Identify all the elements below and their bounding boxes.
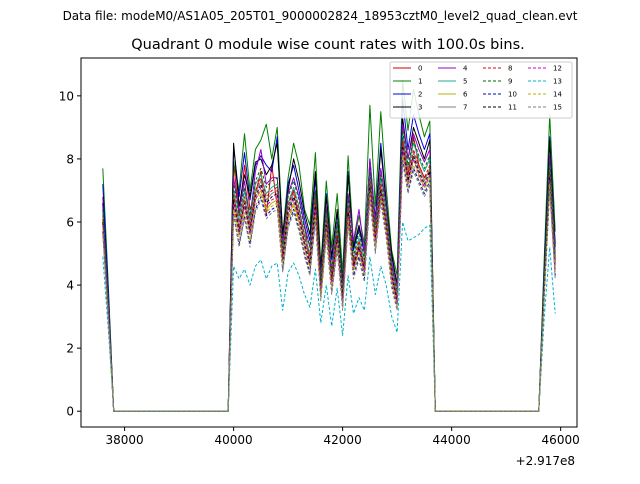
y-tick-label: 10 — [59, 89, 74, 103]
x-tick-label: 40000 — [215, 433, 253, 447]
legend-label: 15 — [553, 104, 562, 112]
series-line-3 — [102, 117, 556, 412]
y-tick-label: 4 — [66, 279, 74, 293]
y-tick-label: 6 — [66, 216, 74, 230]
legend-label: 1 — [418, 78, 422, 86]
x-tick-label: 38000 — [106, 433, 144, 447]
plot-frame — [80, 57, 578, 428]
legend-label: 4 — [463, 65, 468, 73]
legend-label: 10 — [508, 91, 517, 99]
legend-label: 3 — [418, 104, 422, 112]
suptitle: Data file: modeM0/AS1A05_205T01_90000028… — [63, 9, 578, 23]
legend-label: 7 — [463, 104, 467, 112]
legend-label: 2 — [418, 91, 422, 99]
legend-label: 6 — [463, 91, 468, 99]
series-line-12 — [102, 149, 556, 412]
legend-label: 0 — [418, 65, 422, 73]
series-line-15 — [102, 161, 556, 412]
x-axis: 38000 40000 42000 44000 46000 — [106, 427, 580, 447]
y-tick-label: 0 — [66, 405, 74, 419]
legend-label: 13 — [553, 78, 562, 86]
legend-label: 14 — [553, 91, 562, 99]
legend-label: 12 — [553, 65, 562, 73]
series-line-13 — [102, 221, 556, 412]
legend-label: 11 — [508, 104, 517, 112]
legend-frame — [389, 61, 573, 119]
series-line-14 — [102, 155, 556, 412]
series-lines — [102, 79, 556, 412]
x-tick-label: 44000 — [433, 433, 471, 447]
y-axis: 0 2 4 6 8 10 — [59, 89, 81, 419]
chart-title: Quadrant 0 module wise count rates with … — [131, 37, 525, 53]
series-line-9 — [102, 130, 556, 412]
series-line-8 — [102, 139, 556, 412]
legend-label: 8 — [508, 65, 512, 73]
y-tick-label: 2 — [66, 342, 74, 356]
y-tick-label: 8 — [66, 152, 74, 166]
x-tick-label: 42000 — [324, 433, 362, 447]
x-axis-offset-label: +2.917e8 — [516, 454, 575, 468]
legend-label: 9 — [508, 78, 512, 86]
legend-label: 5 — [463, 78, 467, 86]
x-tick-label: 46000 — [542, 433, 580, 447]
